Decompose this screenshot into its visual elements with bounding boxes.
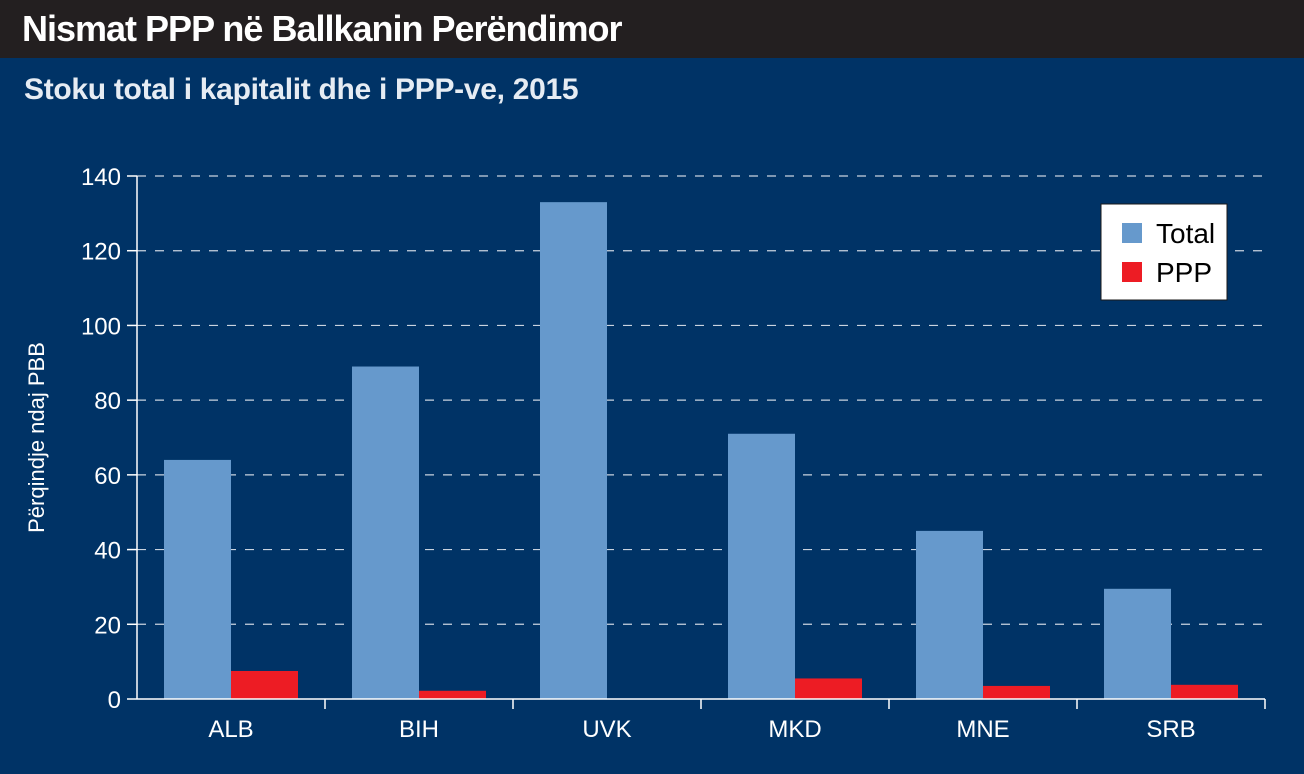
y-tick-label: 100	[81, 313, 121, 340]
y-axis-ticks: 0 20 40 60 80 100 120 140	[81, 164, 138, 714]
legend-label-ppp: PPP	[1156, 257, 1212, 288]
x-axis: ALB BIH UVK MKD MNE SRB	[137, 698, 1266, 743]
bar-total-alb	[164, 459, 231, 699]
y-tick-label: 20	[94, 612, 121, 639]
legend-label-total: Total	[1156, 218, 1215, 249]
bar-total-bih	[352, 366, 419, 699]
bar-ppp-mne	[983, 685, 1050, 699]
bar-ppp-alb	[231, 670, 298, 699]
bar-total-srb	[1104, 588, 1171, 699]
bar-total-mne	[916, 530, 983, 699]
y-tick-label: 60	[94, 463, 121, 490]
bars	[164, 202, 1238, 699]
legend-swatch-total	[1122, 223, 1142, 243]
x-tick-label-bih: BIH	[399, 716, 439, 743]
bar-ppp-srb	[1171, 684, 1238, 699]
bar-total-uvk	[540, 202, 607, 699]
y-tick-label: 0	[108, 687, 121, 714]
title-bar	[0, 0, 1304, 58]
legend-swatch-ppp	[1122, 262, 1142, 282]
chart-title: Nismat PPP në Ballkanin Perëndimor	[22, 8, 623, 49]
x-tick-label-mne: MNE	[956, 716, 1009, 743]
y-axis-title: Përqindje ndaj PBB	[24, 342, 49, 533]
y-tick-label: 140	[81, 164, 121, 191]
y-tick-label: 80	[94, 388, 121, 415]
legend-box	[1100, 203, 1228, 301]
gridlines	[137, 175, 1265, 625]
bar-ppp-bih	[419, 690, 486, 699]
x-tick-label-uvk: UVK	[582, 716, 631, 743]
y-tick-label: 120	[81, 239, 121, 266]
chart-subtitle: Stoku total i kapitalit dhe i PPP-ve, 20…	[24, 73, 579, 106]
bar-ppp-mkd	[795, 678, 862, 699]
x-tick-label-alb: ALB	[208, 716, 253, 743]
bar-total-mkd	[728, 433, 795, 699]
x-tick-label-srb: SRB	[1146, 716, 1195, 743]
y-tick-label: 40	[94, 538, 121, 565]
legend: Total PPP	[1100, 203, 1228, 301]
x-tick-label-mkd: MKD	[768, 716, 821, 743]
